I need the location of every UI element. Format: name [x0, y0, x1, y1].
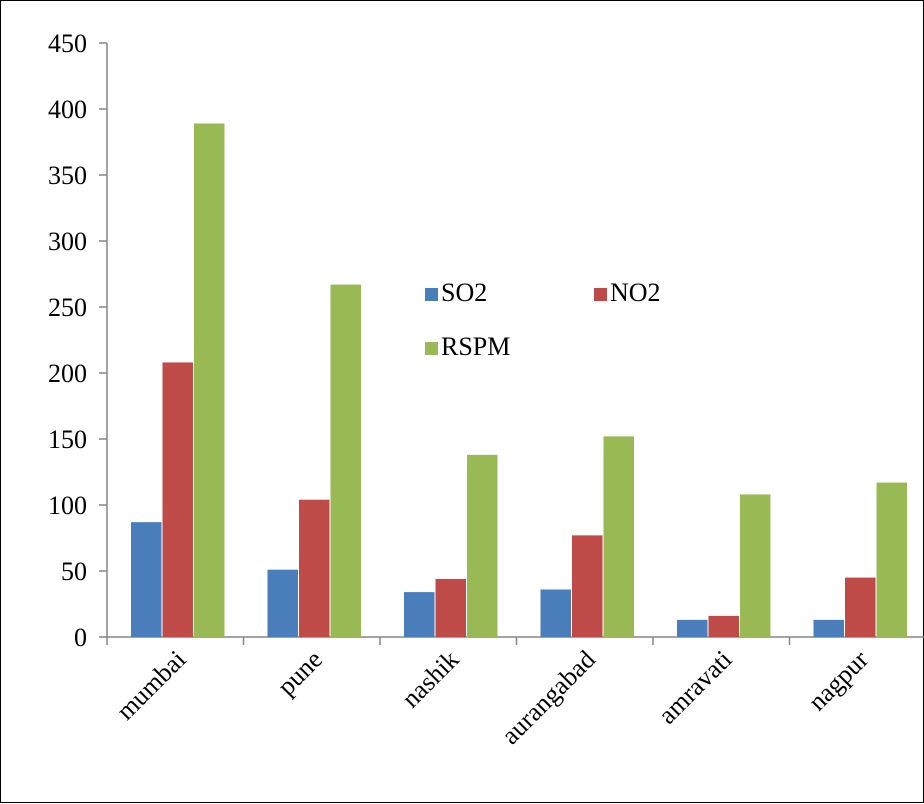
- legend-swatch-rspm: [425, 342, 438, 355]
- bar-so2-pune: [267, 569, 298, 637]
- bar-no2-pune: [299, 499, 330, 637]
- y-tick-label: 400: [48, 95, 87, 124]
- y-tick-label: 450: [48, 29, 87, 58]
- legend: SO2 NO2 RSPM: [425, 278, 661, 361]
- x-axis-category-labels: mumbai pune nashik aurangabad amravati nagpur: [111, 644, 875, 749]
- x-category-label-aurangabad: aurangabad: [496, 645, 601, 750]
- legend-label-so2: SO2: [441, 278, 487, 307]
- bar-so2-aurangabad: [540, 589, 571, 637]
- y-tick-label: 0: [74, 623, 87, 652]
- legend-label-no2: NO2: [610, 278, 661, 307]
- bar-rspm-amravati: [740, 494, 771, 637]
- y-tick-label: 150: [48, 425, 87, 454]
- axes: [99, 42, 924, 645]
- bar-no2-aurangabad: [572, 535, 603, 637]
- bars: [131, 123, 907, 637]
- bar-rspm-mumbai: [194, 123, 225, 637]
- y-tick-label: 350: [48, 161, 87, 190]
- y-tick-label: 50: [61, 557, 87, 586]
- bar-rspm-nagpur: [876, 482, 907, 637]
- bar-no2-amravati: [708, 615, 739, 637]
- bar-so2-nagpur: [813, 619, 844, 637]
- x-category-label-amravati: amravati: [653, 645, 738, 730]
- x-category-label-nashik: nashik: [396, 645, 465, 714]
- legend-swatch-so2: [425, 288, 438, 301]
- bar-rspm-nashik: [467, 454, 498, 637]
- y-tick-label: 100: [48, 491, 87, 520]
- y-tick-label: 300: [48, 227, 87, 256]
- bar-no2-nashik: [435, 578, 466, 637]
- y-axis-tick-labels: 0 50 100 150 200 250 300 350 400 450: [48, 29, 87, 652]
- bar-no2-nagpur: [845, 577, 876, 637]
- bar-so2-amravati: [677, 619, 708, 637]
- bar-so2-nashik: [404, 592, 435, 637]
- bar-rspm-aurangabad: [603, 436, 634, 637]
- bar-so2-mumbai: [131, 522, 162, 637]
- x-category-label-pune: pune: [272, 645, 328, 701]
- legend-swatch-no2: [594, 288, 607, 301]
- legend-label-rspm: RSPM: [441, 332, 510, 361]
- y-tick-label: 200: [48, 359, 87, 388]
- x-category-label-nagpur: nagpur: [802, 644, 874, 716]
- bar-rspm-pune: [330, 284, 361, 637]
- x-category-label-mumbai: mumbai: [111, 645, 192, 726]
- y-tick-label: 250: [48, 293, 87, 322]
- bar-no2-mumbai: [162, 362, 193, 637]
